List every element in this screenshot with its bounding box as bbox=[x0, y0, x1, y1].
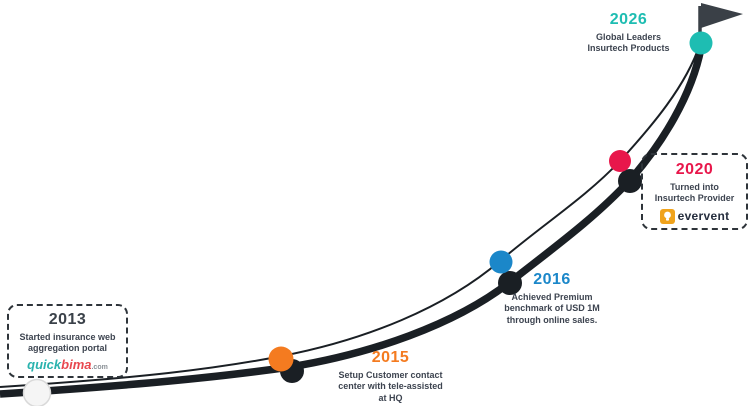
milestone-year-2013: 2013 bbox=[48, 311, 87, 328]
evervent-logo: evervent bbox=[643, 208, 746, 224]
quickbima-logo-part2: bima bbox=[61, 356, 92, 372]
milestone-desc-2020: Turned into Insurtech Provider bbox=[654, 181, 735, 204]
milestone-box-2020: 2020 Turned into Insurtech Provider ever… bbox=[641, 153, 748, 230]
lightbulb-icon bbox=[659, 208, 675, 224]
milestone-block-2026: 2026 Global Leaders Insurtech Products bbox=[556, 11, 701, 55]
milestone-desc-2026: Global Leaders Insurtech Products bbox=[587, 31, 670, 54]
milestone-box-2013: 2013 Started insurance web aggregation p… bbox=[7, 304, 128, 378]
shadow-dot-2020 bbox=[618, 169, 642, 193]
growth-curve-thin bbox=[0, 43, 701, 388]
milestone-block-2016: 2016 Achieved Premium benchmark of USD 1… bbox=[478, 271, 626, 327]
milestone-year-2020: 2020 bbox=[675, 161, 714, 178]
milestone-desc-2015: Setup Customer contact center with tele-… bbox=[338, 369, 443, 403]
milestone-dot-2020 bbox=[609, 150, 631, 172]
shadow-dot-2016 bbox=[498, 271, 522, 295]
milestone-block-2015: 2015 Setup Customer contact center with … bbox=[318, 349, 463, 405]
milestone-dot-2015 bbox=[268, 346, 294, 372]
milestone-year-2026: 2026 bbox=[609, 11, 648, 28]
milestone-year-2015: 2015 bbox=[371, 349, 410, 366]
milestone-dot-2013 bbox=[22, 378, 52, 406]
finish-flag-icon bbox=[701, 3, 743, 28]
milestone-dot-2026 bbox=[689, 31, 713, 55]
evervent-logo-text: evervent bbox=[677, 209, 730, 224]
milestone-dot-2016 bbox=[489, 250, 513, 274]
quickbima-logo: quickbima.com bbox=[9, 358, 126, 371]
milestone-year-2016: 2016 bbox=[533, 271, 571, 288]
quickbima-logo-suffix: .com bbox=[91, 363, 108, 371]
milestone-desc-2016: Achieved Premium benchmark of USD 1M thr… bbox=[504, 291, 600, 325]
quickbima-logo-part1: quick bbox=[27, 356, 62, 372]
milestone-desc-2013: Started insurance web aggregation portal bbox=[19, 331, 116, 354]
